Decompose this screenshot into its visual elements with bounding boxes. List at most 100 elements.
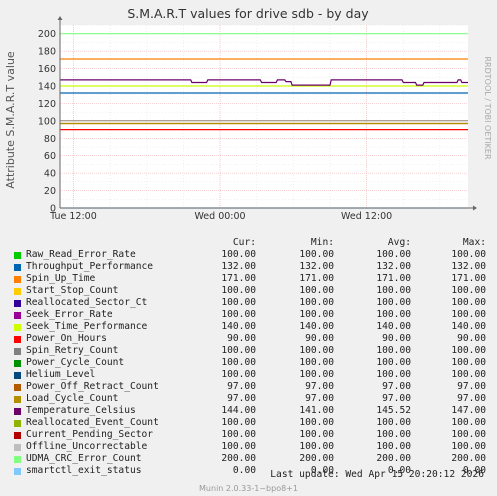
legend-name: Power_Cycle_Count — [26, 357, 125, 368]
legend-name: Temperature_Celsius — [26, 405, 136, 416]
legend-name: Seek_Time_Performance — [26, 321, 148, 332]
legend-min: 140.00 — [299, 321, 334, 332]
legend-cur: 90.00 — [227, 333, 256, 344]
rrdtool-credit: RRDTOOL / TOBI OETIKER — [483, 56, 492, 159]
chart-title: S.M.A.R.T values for drive sdb - by day — [127, 6, 369, 21]
legend-max: 90.00 — [457, 333, 486, 344]
legend-row: smartctl_exit_status 0.00 0.00 0.00 0.00 — [14, 465, 486, 477]
legend-avg: 100.00 — [376, 357, 411, 368]
legend-cur: 100.00 — [221, 249, 256, 260]
legend-cur: 132.00 — [221, 261, 256, 272]
legend-name: Load_Cycle_Count — [26, 393, 119, 404]
legend-swatch — [14, 467, 21, 475]
legend-avg: 100.00 — [376, 441, 411, 452]
legend-min: 100.00 — [299, 249, 334, 260]
legend-max: 100.00 — [451, 441, 486, 452]
legend-row: Raw_Read_Error_Rate 100.00 100.00 100.00 100… — [14, 249, 486, 261]
legend-row: Power_Cycle_Count 100.00 100.00 100.00 100.0… — [14, 357, 486, 369]
legend-cur: 144.00 — [221, 405, 256, 416]
legend-cur: 100.00 — [221, 429, 256, 440]
legend-name: Start_Stop_Count — [26, 285, 119, 296]
legend-row: Power_Off_Retract_Count 97.00 97.00 97.00 97… — [14, 381, 486, 393]
y-tick-label: 100 — [38, 116, 56, 127]
legend-avg: 100.00 — [376, 429, 411, 440]
legend-name: UDMA_CRC_Error_Count — [26, 453, 142, 464]
legend-header-cur: Cur: — [232, 237, 256, 248]
legend-cur: 97.00 — [227, 393, 256, 404]
legend-cur: 100.00 — [221, 345, 256, 356]
legend-header-avg: Avg: — [387, 237, 411, 248]
legend-swatch — [14, 323, 21, 331]
legend-swatch — [14, 263, 21, 271]
legend-swatch — [14, 299, 21, 307]
legend-min: 132.00 — [299, 261, 334, 272]
series-line-temperature-celsius — [60, 79, 468, 86]
legend-row: Helium_Level 100.00 100.00 100.00 100.00 — [14, 369, 486, 381]
legend-name: Spin_Retry_Count — [26, 345, 119, 356]
legend-avg: 100.00 — [376, 309, 411, 320]
legend-cur: 100.00 — [221, 285, 256, 296]
legend-swatch — [14, 287, 21, 295]
legend-min: 100.00 — [299, 357, 334, 368]
legend-row: Seek_Error_Rate 100.00 100.00 100.00 100.00 — [14, 309, 486, 321]
legend-cur: 100.00 — [221, 417, 256, 428]
legend-max: 97.00 — [457, 381, 486, 392]
legend-swatch — [14, 347, 21, 355]
legend-max: 100.00 — [451, 369, 486, 380]
series-lines — [60, 33, 468, 209]
legend-name: Offline_Uncorrectable — [26, 441, 148, 452]
legend-avg: 0.00 — [387, 465, 411, 476]
legend-name: Power_Off_Retract_Count — [26, 381, 159, 392]
legend-max: 100.00 — [451, 357, 486, 368]
legend-name: Reallocated_Event_Count — [26, 417, 159, 428]
x-tick-label: Tue 12:00 — [49, 211, 97, 222]
legend-cur: 100.00 — [221, 297, 256, 308]
legend-row: Start_Stop_Count 100.00 100.00 100.00 100.00 — [14, 285, 486, 297]
legend-row: Reallocated_Sector_Ct 100.00 100.00 100.00 1… — [14, 297, 486, 309]
legend-min: 100.00 — [299, 285, 334, 296]
legend-cur: 100.00 — [221, 357, 256, 368]
legend-header-min: Min: — [310, 237, 334, 248]
last-update: Last update: Wed Apr 15 20:20:12 2026 — [270, 469, 484, 480]
legend-row: Throughput_Performance 132.00 132.00 132.00… — [14, 261, 486, 273]
legend-avg: 100.00 — [376, 369, 411, 380]
legend-name: Current_Pending_Sector — [26, 429, 154, 440]
legend-avg: 97.00 — [382, 381, 411, 392]
legend-swatch — [14, 443, 21, 451]
legend: Cur: Min: Avg: Max: Raw_Read_Error_Rate 1… — [14, 237, 486, 477]
munin-version: Munin 2.0.33-1~bpo8+1 — [199, 484, 298, 493]
legend-avg: 100.00 — [376, 345, 411, 356]
legend-swatch — [14, 359, 21, 367]
legend-max: 100.00 — [451, 345, 486, 356]
legend-row: Offline_Uncorrectable 100.00 100.00 100.00 1… — [14, 441, 486, 453]
legend-max: 171.00 — [451, 273, 486, 284]
legend-max: 100.00 — [451, 297, 486, 308]
legend-row: Load_Cycle_Count 97.00 97.00 97.00 97.00 — [14, 393, 486, 405]
legend-name: smartctl_exit_status — [26, 465, 142, 476]
legend-name: Throughput_Performance — [26, 261, 154, 272]
legend-row: Reallocated_Event_Count 100.00 100.00 100.0… — [14, 417, 486, 429]
legend-min: 100.00 — [299, 297, 334, 308]
legend-swatch — [14, 383, 21, 391]
legend-swatch — [14, 455, 21, 463]
x-axis-arrow — [473, 205, 477, 211]
legend-swatch — [14, 311, 21, 319]
legend-row: Spin_Retry_Count 100.00 100.00 100.00 100.00 — [14, 345, 486, 357]
legend-max: 100.00 — [451, 429, 486, 440]
legend-row: Current_Pending_Sector 100.00 100.00 100.00… — [14, 429, 486, 441]
legend-avg: 90.00 — [382, 333, 411, 344]
legend-max: 147.00 — [451, 405, 486, 416]
legend-cur: 200.00 — [221, 453, 256, 464]
legend-min: 97.00 — [305, 381, 334, 392]
legend-max: 140.00 — [451, 321, 486, 332]
smart-chart: S.M.A.R.T values for drive sdb - by day … — [4, 6, 492, 222]
legend-name: Power_On_Hours — [26, 333, 107, 344]
legend-avg: 132.00 — [376, 261, 411, 272]
legend-cur: 100.00 — [221, 309, 256, 320]
legend-min: 200.00 — [299, 453, 334, 464]
legend-avg: 100.00 — [376, 297, 411, 308]
legend-avg: 100.00 — [376, 249, 411, 260]
legend-avg: 100.00 — [376, 285, 411, 296]
y-tick-label: 180 — [38, 47, 56, 58]
